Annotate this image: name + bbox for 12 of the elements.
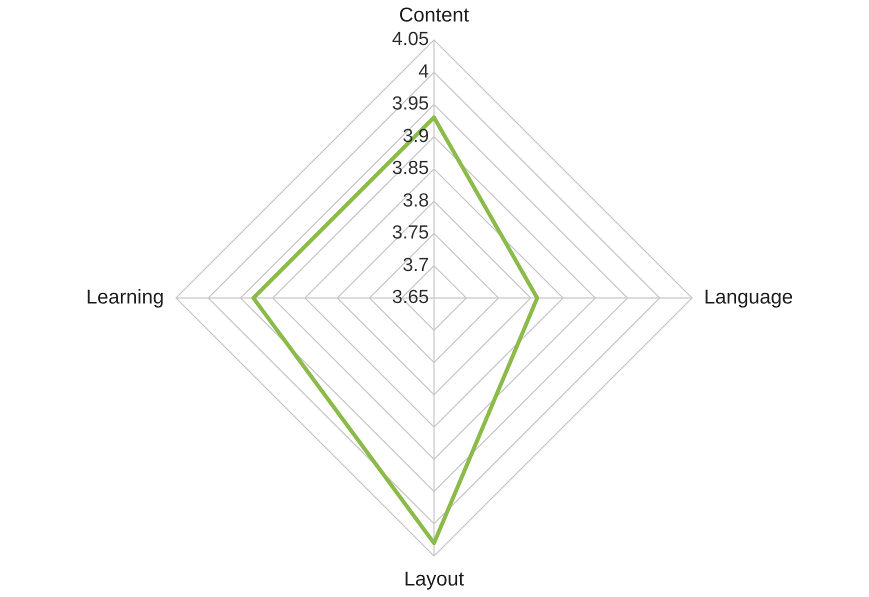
y-tick-label: 3.65 (392, 287, 429, 308)
y-tick-label: 3.7 (402, 254, 429, 276)
y-tick-label: 3.85 (392, 158, 429, 180)
spoke-label: Language (704, 286, 793, 309)
y-tick-label: 4.05 (392, 29, 429, 50)
y-tick-label: 4 (418, 61, 430, 82)
y-tick-label: 3.8 (402, 190, 429, 212)
spoke-label: Layout (404, 568, 464, 591)
y-tick-label: 3.95 (392, 94, 429, 115)
spoke-label: Content (398, 4, 470, 27)
y-tick-label: 3.75 (392, 222, 429, 244)
spoke-label: Learning (86, 286, 164, 309)
